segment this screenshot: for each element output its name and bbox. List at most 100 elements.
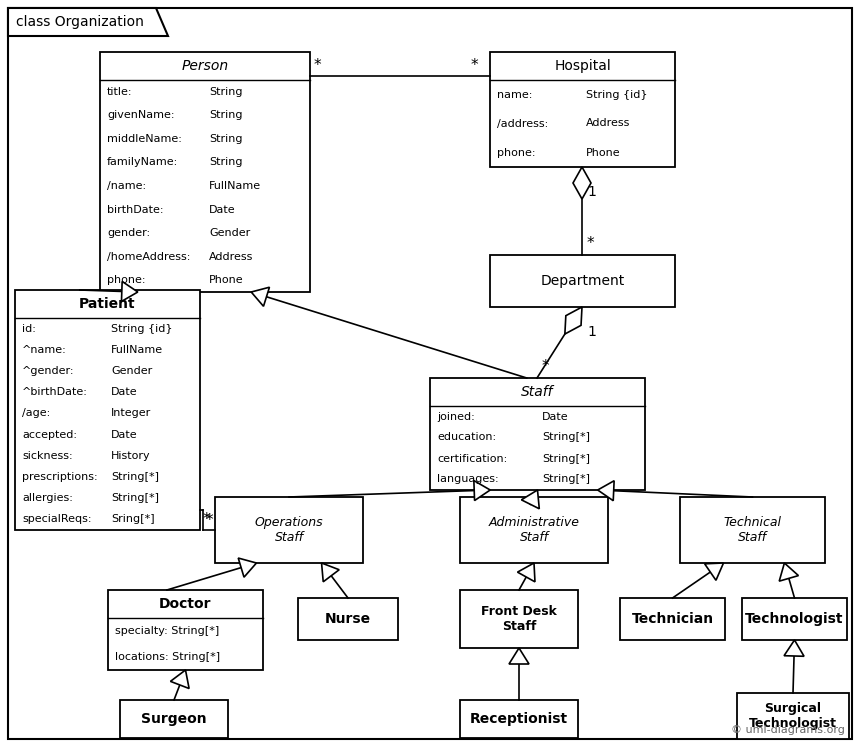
Bar [620, 598, 725, 640]
Bar [490, 52, 675, 167]
Text: givenName:: givenName: [107, 111, 175, 120]
Text: joined:: joined: [437, 412, 475, 421]
Text: String[*]: String[*] [542, 453, 590, 463]
Polygon shape [598, 481, 614, 500]
Text: /age:: /age: [22, 409, 50, 418]
Text: String: String [209, 111, 243, 120]
Bar [298, 598, 398, 640]
Text: © uml-diagrams.org: © uml-diagrams.org [731, 725, 845, 735]
Text: *: * [587, 236, 594, 251]
Text: Gender: Gender [209, 228, 250, 238]
Text: String[*]: String[*] [111, 472, 159, 482]
Text: Technical
Staff: Technical Staff [723, 516, 782, 544]
Text: String: String [209, 87, 243, 97]
Text: Sring[*]: Sring[*] [111, 515, 155, 524]
Text: sickness:: sickness: [22, 450, 72, 461]
Polygon shape [474, 480, 490, 500]
Text: Nurse: Nurse [325, 612, 371, 626]
Text: birthDate:: birthDate: [107, 205, 163, 214]
Text: familyName:: familyName: [107, 158, 178, 167]
Text: phone:: phone: [107, 275, 145, 285]
Text: class Organization: class Organization [16, 15, 144, 29]
Text: History: History [111, 450, 150, 461]
Text: prescriptions:: prescriptions: [22, 472, 98, 482]
Text: FullName: FullName [209, 181, 261, 191]
Text: Phone: Phone [587, 147, 621, 158]
Text: String {id}: String {id} [111, 323, 173, 334]
Text: Technician: Technician [631, 612, 714, 626]
Text: Address: Address [587, 119, 630, 128]
Text: specialty: String[*]: specialty: String[*] [115, 626, 219, 636]
Text: id:: id: [22, 323, 36, 334]
Text: specialReqs:: specialReqs: [22, 515, 91, 524]
Text: ^birthDate:: ^birthDate: [22, 387, 88, 397]
Text: Surgeon: Surgeon [141, 712, 206, 726]
Text: Patient: Patient [79, 297, 136, 311]
Text: Surgical
Technologist: Surgical Technologist [749, 702, 837, 730]
Text: *: * [542, 359, 550, 374]
Bar [460, 590, 578, 648]
Bar [680, 497, 825, 563]
Text: Administrative
Staff: Administrative Staff [488, 516, 580, 544]
Polygon shape [779, 563, 798, 581]
Polygon shape [573, 167, 591, 199]
Text: accepted:: accepted: [22, 430, 77, 439]
Text: Receptionist: Receptionist [470, 712, 568, 726]
Text: gender:: gender: [107, 228, 150, 238]
Text: *: * [470, 58, 478, 73]
Text: Date: Date [111, 430, 138, 439]
Text: Gender: Gender [111, 366, 152, 376]
Polygon shape [251, 287, 269, 306]
Text: 1: 1 [587, 185, 596, 199]
Text: /homeAddress:: /homeAddress: [107, 252, 190, 261]
Text: Hospital: Hospital [554, 59, 611, 73]
Text: Front Desk
Staff: Front Desk Staff [481, 605, 557, 633]
Polygon shape [238, 558, 256, 577]
Bar [120, 700, 228, 738]
Text: title:: title: [107, 87, 132, 97]
Text: *: * [203, 512, 211, 527]
Text: languages:: languages: [437, 474, 499, 485]
Text: Date: Date [209, 205, 236, 214]
Polygon shape [8, 8, 168, 36]
Text: /name:: /name: [107, 181, 146, 191]
Text: Date: Date [542, 412, 568, 421]
Text: String {id}: String {id} [587, 90, 648, 99]
Polygon shape [170, 670, 189, 689]
Text: Department: Department [540, 274, 624, 288]
Bar [737, 693, 849, 739]
Bar [100, 52, 310, 292]
Polygon shape [518, 563, 535, 582]
Bar [108, 590, 263, 670]
Text: String[*]: String[*] [542, 474, 590, 485]
Text: name:: name: [497, 90, 532, 99]
Text: String: String [209, 158, 243, 167]
Text: String[*]: String[*] [111, 493, 159, 503]
Text: certification:: certification: [437, 453, 507, 463]
Text: 1: 1 [587, 325, 596, 339]
Polygon shape [565, 307, 582, 334]
Bar [460, 497, 608, 563]
Bar [215, 497, 363, 563]
Polygon shape [121, 282, 138, 302]
Bar [15, 290, 200, 530]
Text: middleName:: middleName: [107, 134, 181, 144]
Bar [742, 598, 847, 640]
Text: ^name:: ^name: [22, 345, 67, 355]
Polygon shape [322, 563, 339, 582]
Text: Date: Date [111, 387, 138, 397]
Bar [460, 700, 578, 738]
Text: String[*]: String[*] [542, 433, 590, 442]
Text: locations: String[*]: locations: String[*] [115, 652, 220, 662]
Text: Integer: Integer [111, 409, 151, 418]
Text: education:: education: [437, 433, 496, 442]
Text: ^gender:: ^gender: [22, 366, 75, 376]
Text: Phone: Phone [209, 275, 244, 285]
Text: Operations
Staff: Operations Staff [255, 516, 323, 544]
Text: allergies:: allergies: [22, 493, 73, 503]
Text: phone:: phone: [497, 147, 536, 158]
Polygon shape [704, 563, 723, 580]
Text: FullName: FullName [111, 345, 163, 355]
Polygon shape [509, 648, 529, 664]
Text: Doctor: Doctor [159, 597, 212, 611]
